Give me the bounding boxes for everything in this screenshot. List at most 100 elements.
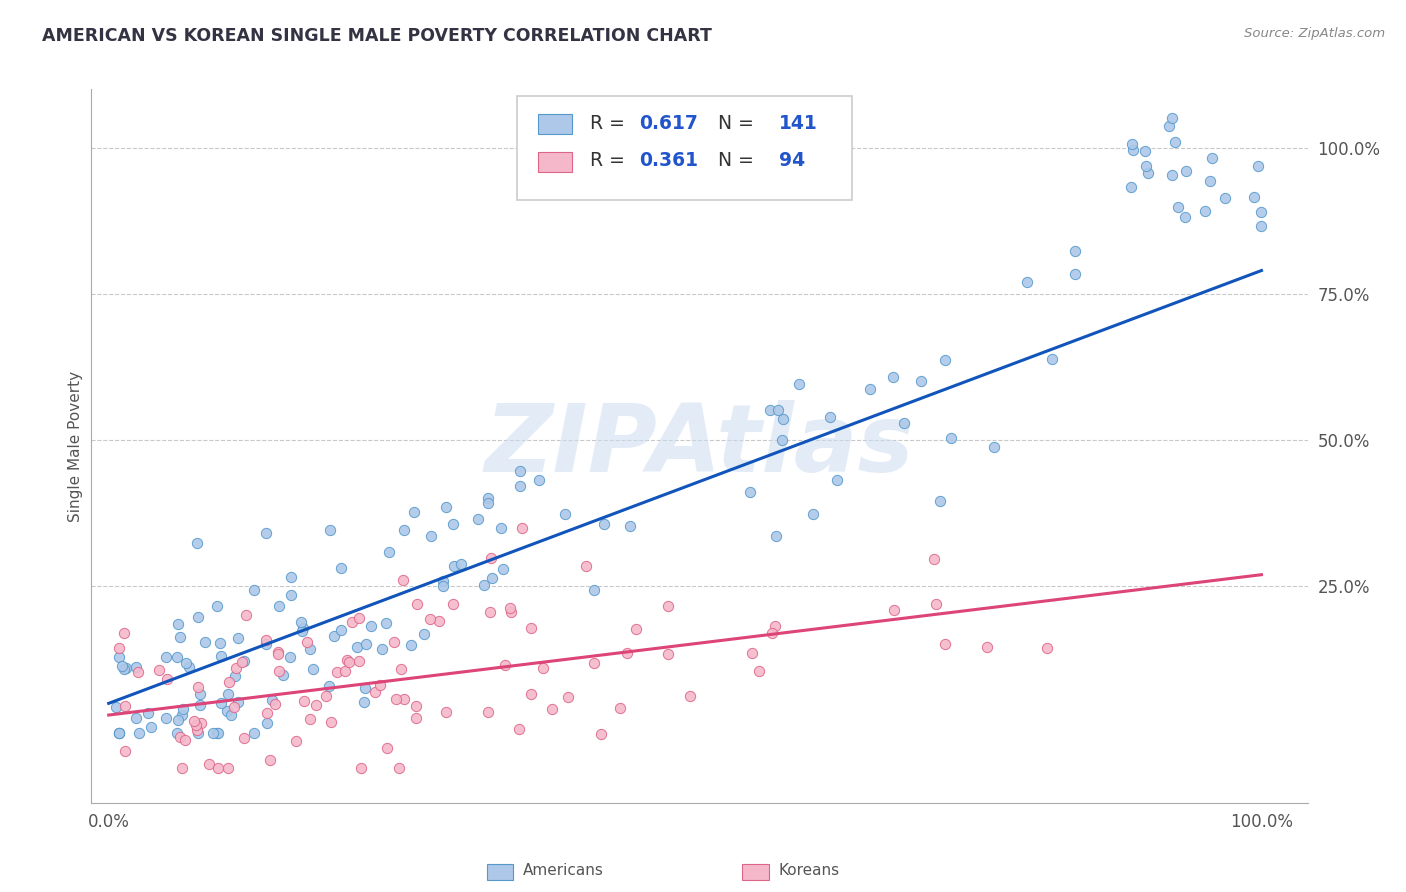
Point <box>209 648 232 663</box>
Point <box>801 507 824 521</box>
Point <box>770 434 793 448</box>
Point <box>399 638 422 652</box>
Y-axis label: Single Male Poverty: Single Male Poverty <box>67 370 83 522</box>
Point <box>925 597 948 611</box>
Point <box>184 717 207 731</box>
Point <box>1194 203 1216 218</box>
Point <box>1135 145 1157 159</box>
Point <box>441 597 464 611</box>
Point <box>235 607 257 622</box>
Point <box>194 635 217 649</box>
Point <box>114 698 136 713</box>
Text: N =: N = <box>706 151 759 170</box>
Point <box>404 505 426 519</box>
Point <box>508 723 530 737</box>
Point <box>111 659 134 673</box>
Point <box>748 665 770 679</box>
Point <box>1201 152 1223 166</box>
Point <box>1122 143 1144 157</box>
Point <box>657 599 679 613</box>
Point <box>105 699 128 714</box>
Point <box>353 695 375 709</box>
Point <box>467 511 489 525</box>
Point <box>520 621 543 635</box>
Point <box>1121 136 1143 151</box>
Point <box>208 636 231 650</box>
Point <box>1174 211 1197 225</box>
Point <box>509 464 531 478</box>
Point <box>479 551 502 566</box>
Point <box>166 650 188 665</box>
Point <box>260 693 283 707</box>
Point <box>218 675 240 690</box>
Point <box>267 647 290 661</box>
Point <box>593 516 616 531</box>
Point <box>763 618 786 632</box>
Point <box>432 579 454 593</box>
Point <box>318 679 340 693</box>
Point <box>347 654 370 668</box>
Point <box>766 402 789 417</box>
Point <box>267 599 290 614</box>
Point <box>377 545 399 559</box>
Point <box>188 687 211 701</box>
Point <box>443 517 465 532</box>
Point <box>354 637 377 651</box>
Point <box>759 403 782 417</box>
Point <box>934 353 956 368</box>
Point <box>1247 159 1270 173</box>
Point <box>112 662 135 676</box>
Point <box>934 637 956 651</box>
Point <box>494 658 516 673</box>
Point <box>472 577 495 591</box>
Point <box>609 701 631 715</box>
Point <box>976 640 998 655</box>
Point <box>883 603 905 617</box>
Point <box>859 383 882 397</box>
Point <box>679 689 702 703</box>
Point <box>108 725 131 739</box>
Point <box>254 526 277 541</box>
Point <box>582 583 605 598</box>
Point <box>108 725 131 739</box>
Point <box>531 661 554 675</box>
Point <box>382 635 405 649</box>
Point <box>388 761 411 775</box>
Point <box>765 529 787 543</box>
Point <box>256 716 278 731</box>
Point <box>392 692 415 706</box>
Point <box>554 507 576 521</box>
Point <box>443 558 465 573</box>
Point <box>224 669 246 683</box>
Point <box>337 655 360 669</box>
Point <box>1164 136 1187 150</box>
Point <box>477 705 499 719</box>
Point <box>385 692 408 706</box>
Point <box>427 615 450 629</box>
Point <box>190 716 212 731</box>
Point <box>219 708 242 723</box>
Point <box>188 698 211 712</box>
Point <box>198 757 221 772</box>
Text: 0.361: 0.361 <box>638 151 697 170</box>
Point <box>291 621 314 635</box>
Point <box>267 664 290 678</box>
Point <box>186 610 208 624</box>
Point <box>1036 641 1059 656</box>
Point <box>148 663 170 677</box>
Point <box>575 559 598 574</box>
FancyBboxPatch shape <box>517 96 852 200</box>
Point <box>616 646 638 660</box>
Point <box>186 723 208 738</box>
Point <box>294 694 316 708</box>
Point <box>114 661 136 675</box>
Point <box>183 714 205 729</box>
Point <box>112 626 135 640</box>
Point <box>295 635 318 649</box>
Point <box>217 761 239 775</box>
Point <box>825 473 848 487</box>
Point <box>412 627 434 641</box>
Point <box>1040 351 1063 366</box>
Point <box>1160 168 1182 182</box>
Point <box>405 598 427 612</box>
